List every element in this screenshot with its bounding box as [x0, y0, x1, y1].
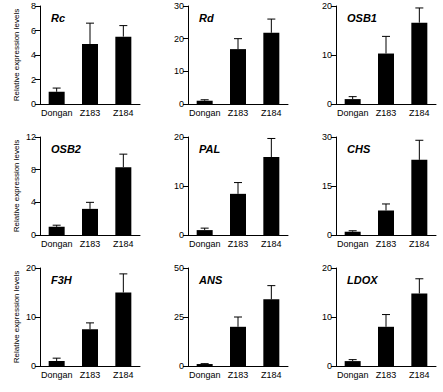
svg-text:OSB2: OSB2 [51, 143, 81, 155]
svg-text:10: 10 [174, 66, 184, 76]
svg-text:0: 0 [31, 99, 36, 109]
svg-text:0: 0 [31, 361, 36, 371]
svg-text:CHS: CHS [347, 143, 371, 155]
svg-text:10: 10 [26, 312, 36, 322]
svg-text:6: 6 [31, 26, 36, 36]
svg-text:Z183: Z183 [228, 370, 249, 380]
svg-text:PAL: PAL [199, 143, 220, 155]
svg-text:Dongan: Dongan [41, 108, 73, 118]
svg-text:Z184: Z184 [409, 239, 430, 249]
svg-text:Z184: Z184 [409, 108, 430, 118]
svg-text:Z183: Z183 [80, 239, 101, 249]
svg-text:Relative expression levels: Relative expression levels [12, 9, 21, 102]
svg-text:Z184: Z184 [261, 108, 282, 118]
svg-text:10: 10 [322, 50, 332, 60]
svg-text:Dongan: Dongan [189, 108, 221, 118]
svg-text:50: 50 [174, 263, 184, 273]
svg-text:Z184: Z184 [261, 239, 282, 249]
svg-text:LDOX: LDOX [347, 274, 378, 286]
svg-text:30: 30 [174, 1, 184, 11]
svg-text:0: 0 [179, 99, 184, 109]
svg-text:8: 8 [31, 1, 36, 11]
svg-text:0: 0 [327, 361, 332, 371]
svg-text:F3H: F3H [51, 274, 73, 286]
svg-text:Z183: Z183 [376, 108, 397, 118]
svg-text:10: 10 [322, 312, 332, 322]
svg-text:OSB1: OSB1 [347, 12, 377, 24]
svg-text:Z183: Z183 [80, 108, 101, 118]
svg-text:Rc: Rc [51, 12, 65, 24]
svg-text:4: 4 [31, 50, 36, 60]
svg-text:Z184: Z184 [261, 370, 282, 380]
svg-text:Z183: Z183 [228, 239, 249, 249]
svg-text:Z184: Z184 [113, 370, 134, 380]
svg-text:0: 0 [179, 230, 184, 240]
svg-text:4: 4 [31, 197, 36, 207]
svg-text:Dongan: Dongan [189, 370, 221, 380]
svg-text:20: 20 [322, 263, 332, 273]
svg-text:Dongan: Dongan [337, 370, 369, 380]
svg-text:20: 20 [322, 1, 332, 11]
svg-text:Z183: Z183 [376, 370, 397, 380]
svg-text:Dongan: Dongan [189, 239, 221, 249]
svg-text:Dongan: Dongan [337, 239, 369, 249]
svg-text:15: 15 [322, 181, 332, 191]
svg-text:Rd: Rd [199, 12, 214, 24]
svg-text:Dongan: Dongan [41, 239, 73, 249]
svg-text:Z184: Z184 [113, 239, 134, 249]
svg-text:Dongan: Dongan [337, 108, 369, 118]
svg-text:0: 0 [179, 361, 184, 371]
svg-text:Z183: Z183 [80, 370, 101, 380]
svg-text:20: 20 [26, 263, 36, 273]
svg-text:30: 30 [322, 132, 332, 142]
svg-text:8: 8 [31, 165, 36, 175]
svg-text:Relative expression levels: Relative expression levels [12, 140, 21, 233]
svg-text:2: 2 [31, 75, 36, 85]
svg-text:0: 0 [31, 230, 36, 240]
svg-text:25: 25 [174, 312, 184, 322]
svg-text:ANS: ANS [198, 274, 223, 286]
svg-text:0: 0 [327, 230, 332, 240]
svg-text:10: 10 [174, 181, 184, 191]
svg-text:0: 0 [327, 99, 332, 109]
svg-text:20: 20 [174, 132, 184, 142]
svg-text:Dongan: Dongan [41, 370, 73, 380]
svg-text:Z184: Z184 [113, 108, 134, 118]
svg-text:Z183: Z183 [228, 108, 249, 118]
svg-text:12: 12 [26, 132, 36, 142]
svg-text:20: 20 [174, 34, 184, 44]
svg-text:Relative expression levels: Relative expression levels [12, 271, 21, 364]
svg-text:Z183: Z183 [376, 239, 397, 249]
svg-text:Z184: Z184 [409, 370, 430, 380]
